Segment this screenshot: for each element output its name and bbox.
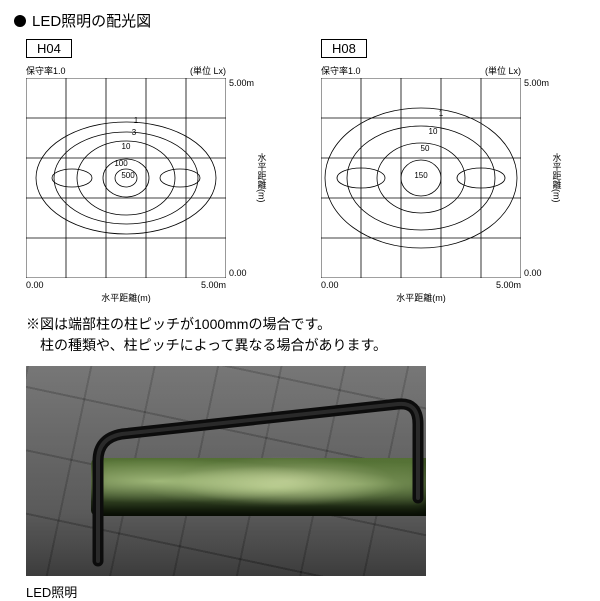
charts-row: H04 保守率1.0 (単位 Lx) 1310100500 5.00m 水平距離… — [14, 39, 586, 304]
bottom-labels: 0.00 5.00m — [26, 280, 226, 290]
chart-body: 110 50 150 5.00m 水平距離(m) 0.00 — [321, 78, 588, 278]
photo-caption: LED照明 — [26, 582, 586, 601]
section-title: LED照明の配光図 — [14, 10, 586, 31]
chart-wrap: 保守率1.0 (単位 Lx) 110 50 150 5.00m 水平距離(m) 0.… — [321, 64, 588, 304]
top-labels: 保守率1.0 (単位 Lx) — [321, 64, 521, 77]
chart-H04: H04 保守率1.0 (単位 Lx) 1 310 100 500 5.00m 水平距離… — [26, 39, 293, 304]
chart-H08: H08 保守率1.0 (単位 Lx) 110 50 150 5.00m 水平距離(m… — [321, 39, 588, 304]
svg-text:1: 1 — [439, 109, 444, 118]
chart-wrap: 保守率1.0 (単位 Lx) 1 310 100 500 5.00m 水平距離(m) … — [26, 64, 293, 304]
chart-svg: 110 50 150 — [321, 78, 521, 278]
photo-block: LED照明 — [26, 366, 586, 601]
y-axis-label: 水平距離(m) — [254, 153, 269, 203]
x-max: 5.00m — [201, 280, 226, 290]
photo-handrail — [26, 366, 426, 576]
x-axis-label: 水平距離(m) — [26, 291, 226, 304]
title-text: LED照明の配光図 — [32, 10, 151, 31]
svg-text:10: 10 — [429, 127, 438, 136]
maint-factor-label: 保守率1.0 — [26, 64, 66, 77]
x-max: 5.00m — [496, 280, 521, 290]
svg-text:500: 500 — [121, 171, 135, 180]
product-photo — [26, 366, 426, 576]
y-bottom: 0.00 — [524, 268, 588, 278]
chart-svg: 1 310 100 500 — [26, 78, 226, 278]
y-bottom: 0.00 — [229, 268, 293, 278]
top-labels: 保守率1.0 (単位 Lx) — [26, 64, 226, 77]
chart-body: 1 310 100 500 5.00m 水平距離(m) 0.00 — [26, 78, 293, 278]
right-axis: 5.00m 水平距離(m) 0.00 — [521, 78, 588, 278]
y-axis-label: 水平距離(m) — [549, 153, 564, 203]
svg-text:50: 50 — [421, 144, 430, 153]
right-axis: 5.00m 水平距離(m) 0.00 — [226, 78, 293, 278]
footnote: ※図は端部柱の柱ピッチが1000mmの場合です。 柱の種類や、柱ピッチによって異… — [26, 314, 586, 356]
model-label: H04 — [26, 39, 72, 58]
y-top: 5.00m — [524, 78, 588, 88]
svg-text:100: 100 — [114, 159, 128, 168]
x-min: 0.00 — [26, 280, 44, 290]
y-top: 5.00m — [229, 78, 293, 88]
unit-label: (単位 Lx) — [485, 64, 521, 77]
model-label: H08 — [321, 39, 367, 58]
svg-text:3: 3 — [132, 128, 137, 137]
svg-text:1: 1 — [134, 116, 139, 125]
bottom-labels: 0.00 5.00m — [321, 280, 521, 290]
unit-label: (単位 Lx) — [190, 64, 226, 77]
svg-text:10: 10 — [122, 142, 131, 151]
x-axis-label: 水平距離(m) — [321, 291, 521, 304]
svg-text:150: 150 — [414, 171, 428, 180]
title-bullet — [14, 15, 26, 27]
x-min: 0.00 — [321, 280, 339, 290]
footnote-line-1: ※図は端部柱の柱ピッチが1000mmの場合です。 — [26, 314, 586, 335]
footnote-line-2: 柱の種類や、柱ピッチによって異なる場合があります。 — [26, 335, 586, 356]
maint-factor-label: 保守率1.0 — [321, 64, 361, 77]
